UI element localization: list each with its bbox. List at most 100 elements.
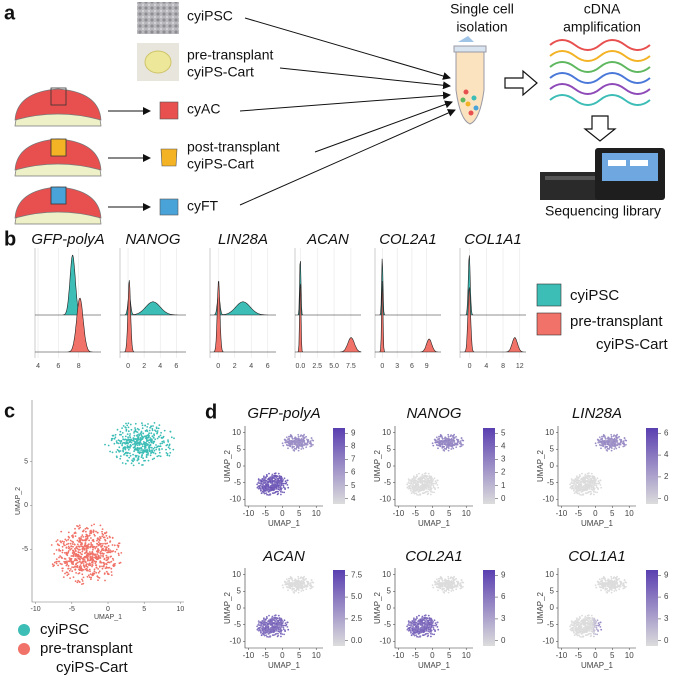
cell-point xyxy=(105,562,107,565)
cell-point xyxy=(274,486,276,488)
axis-label: UMAP_1 xyxy=(268,519,301,528)
cell-point xyxy=(157,445,160,448)
cell-point xyxy=(288,586,291,589)
cell-point xyxy=(444,583,446,585)
cell-point xyxy=(79,543,82,546)
cell-point xyxy=(571,487,573,490)
cell-point xyxy=(462,443,464,446)
cell-point xyxy=(272,485,274,488)
cell-point xyxy=(450,590,453,592)
cell-point xyxy=(412,621,415,624)
cell-point xyxy=(81,543,84,545)
cell-point xyxy=(592,623,594,626)
cell-point xyxy=(79,551,82,554)
cell-point xyxy=(280,487,283,489)
cell-point xyxy=(623,437,626,439)
cell-point xyxy=(130,462,133,465)
cell-point xyxy=(147,452,150,455)
cell-point xyxy=(268,636,270,638)
cell-point xyxy=(117,442,120,445)
cell-point xyxy=(588,485,591,487)
cell-point xyxy=(281,584,284,587)
color-bar xyxy=(483,428,495,504)
cell-point xyxy=(119,442,122,445)
cell-point xyxy=(414,618,417,621)
y-tick-label: 0 xyxy=(237,603,242,612)
cell-point xyxy=(167,439,169,441)
axis-label: UMAP_1 xyxy=(94,614,122,621)
cell-point xyxy=(66,561,68,564)
cell-point xyxy=(593,623,596,626)
cell-point xyxy=(79,558,81,561)
y-tick-label: -10 xyxy=(229,636,241,645)
cell-point xyxy=(602,441,604,444)
cell-point xyxy=(443,591,446,594)
cell-point xyxy=(616,442,619,444)
cell-point xyxy=(583,631,585,634)
cell-point xyxy=(96,531,99,534)
cell-point xyxy=(610,579,613,582)
color-bar xyxy=(333,428,345,504)
cell-point xyxy=(159,442,162,445)
feature-points xyxy=(569,575,628,638)
cell-point xyxy=(262,633,265,636)
cell-point xyxy=(302,438,305,440)
cell-point xyxy=(421,483,424,486)
cell-point xyxy=(138,447,141,450)
cell-point xyxy=(266,635,268,638)
cell-point xyxy=(427,478,430,480)
cell-point xyxy=(85,547,88,550)
cell-point xyxy=(165,448,167,451)
cell-point xyxy=(597,583,600,586)
cell-point xyxy=(275,475,278,477)
cell-point xyxy=(297,435,300,438)
cell-point xyxy=(416,475,418,478)
cell-point xyxy=(583,482,586,484)
cell-point xyxy=(115,548,118,551)
cell-point xyxy=(86,534,88,536)
cell-point xyxy=(593,620,595,622)
cell-point xyxy=(610,587,613,590)
cell-point xyxy=(585,487,588,490)
cell-point xyxy=(296,583,299,585)
cell-point xyxy=(150,446,153,449)
cell-point xyxy=(118,542,121,545)
cell-point xyxy=(295,448,297,450)
cell-point xyxy=(134,430,137,432)
cell-point xyxy=(408,622,410,624)
cell-point xyxy=(423,619,426,622)
cell-point xyxy=(90,578,92,581)
cell-point xyxy=(310,437,313,439)
y-tick-label: 5 xyxy=(387,586,392,595)
cell-point xyxy=(409,484,412,487)
cell-point xyxy=(129,452,131,455)
cell-point xyxy=(67,542,70,545)
cell-point xyxy=(440,443,443,446)
cell-point xyxy=(273,614,276,617)
cell-point xyxy=(447,449,450,452)
cell-point xyxy=(271,625,274,628)
cell-point xyxy=(68,536,71,539)
cell-point xyxy=(70,555,73,557)
legend-label: pre-transplant xyxy=(40,640,133,657)
cell-point xyxy=(275,627,278,629)
cell-point xyxy=(103,573,106,575)
cell-point xyxy=(618,446,621,449)
cell-point xyxy=(151,429,154,432)
y-tick-label: 5 xyxy=(237,586,242,595)
cell-point xyxy=(122,448,125,450)
cell-point xyxy=(413,631,416,634)
cell-point xyxy=(260,492,263,495)
cell-point xyxy=(433,438,436,441)
cell-point xyxy=(417,482,420,484)
cell-point xyxy=(89,570,91,573)
cell-point xyxy=(144,449,147,452)
cell-point xyxy=(140,438,143,441)
cell-point xyxy=(145,438,148,441)
cell-point xyxy=(267,624,270,626)
cell-point xyxy=(160,431,163,434)
cell-point xyxy=(438,435,440,438)
color-bar-label: 3 xyxy=(501,614,506,623)
cell-point xyxy=(280,620,282,622)
cell-point xyxy=(93,556,96,559)
